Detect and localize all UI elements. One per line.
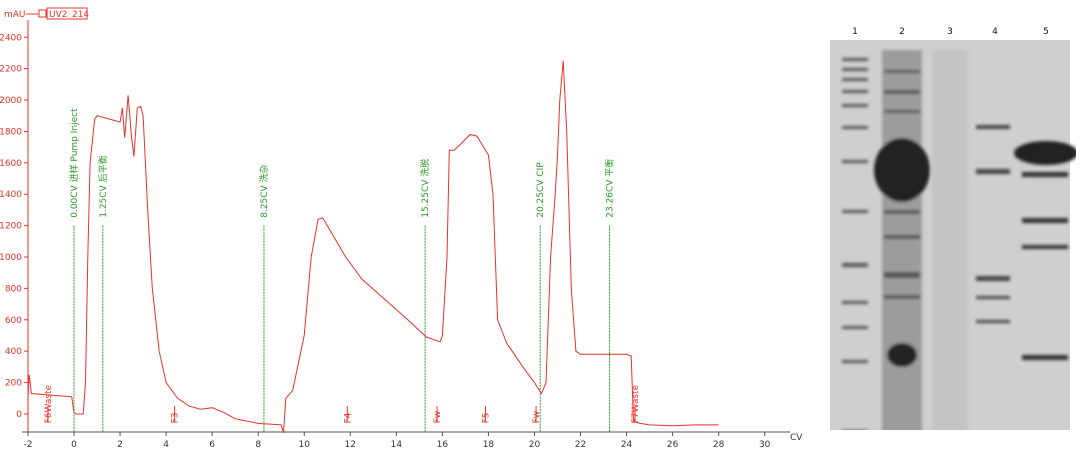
x-tick-label: 8: [255, 440, 261, 450]
lane-label: 1: [852, 27, 858, 37]
event-label: 1.25CV 后平衡: [97, 155, 109, 217]
x-tick-label: 28: [713, 440, 725, 450]
x-tick-label: 6: [209, 440, 215, 450]
x-tick-label: 24: [621, 440, 633, 450]
chromatogram: mAU UV2_214 CV 0200400600800100012001400…: [0, 7, 803, 450]
x-tick-label: 2: [117, 440, 123, 450]
y-axis-label: mAU: [4, 10, 26, 20]
fraction-label: F6Waste: [44, 384, 54, 423]
lane-label: 2: [899, 27, 905, 37]
trace-line: [27, 60, 719, 433]
y-tick-label: 2400: [0, 33, 22, 43]
x-tick-label: -2: [23, 440, 32, 450]
y-tick-label: 2000: [0, 96, 22, 106]
y-tick-label: 1200: [0, 222, 22, 232]
y-tick-label: 800: [5, 284, 22, 294]
x-tick-label: 30: [759, 440, 771, 450]
x-tick-label: 0: [71, 440, 77, 450]
lane-label: 3: [947, 27, 953, 37]
y-tick-label: 2200: [0, 65, 22, 75]
fraction-label: F3: [171, 412, 181, 423]
x-tick-label: 10: [299, 440, 311, 450]
fraction-label: F7Waste: [631, 384, 641, 423]
event-label: 15.25CV 洗脱: [419, 159, 431, 218]
fraction-label: F5: [481, 412, 491, 423]
x-tick-label: 16: [437, 440, 449, 450]
event-label: 8.25CV 洗杂: [258, 164, 270, 217]
lane-label: 5: [1043, 27, 1049, 37]
gel-image: [830, 40, 1076, 430]
y-tick-label: 400: [5, 347, 22, 357]
fraction-label: Fw: [433, 411, 443, 424]
y-tick-label: 1400: [0, 190, 22, 200]
x-tick-label: 20: [529, 440, 541, 450]
x-tick-label: 26: [667, 440, 679, 450]
event-label: 23.26CV 平衡: [604, 159, 616, 218]
legend-box: [46, 7, 88, 20]
x-axis-label: CV: [790, 433, 803, 443]
event-label: 0.00CV 进样 Pump Inject: [68, 108, 80, 218]
x-tick-label: 22: [575, 440, 586, 450]
y-tick-label: 1800: [0, 127, 22, 137]
x-tick-label: 14: [391, 440, 403, 450]
x-tick-label: 18: [483, 440, 495, 450]
legend-label: UV2_214: [49, 10, 89, 20]
legend-checkbox[interactable]: [38, 9, 47, 18]
x-tick-label: 12: [345, 440, 356, 450]
gel-lane-labels: 1 2 3 4 5: [852, 27, 1049, 37]
fraction-label: Fw: [532, 411, 542, 424]
bands: [842, 50, 1076, 430]
y-tick-label: 0: [16, 410, 22, 420]
event-label: 20.25CV CIP: [536, 162, 546, 218]
y-tick-label: 1000: [0, 253, 22, 263]
y-tick-label: 1600: [0, 159, 22, 169]
fraction-label: F4: [343, 412, 353, 423]
y-tick-label: 200: [5, 379, 22, 389]
x-tick-label: 4: [163, 440, 169, 450]
lane-label: 4: [992, 27, 998, 37]
y-tick-label: 600: [5, 316, 22, 326]
